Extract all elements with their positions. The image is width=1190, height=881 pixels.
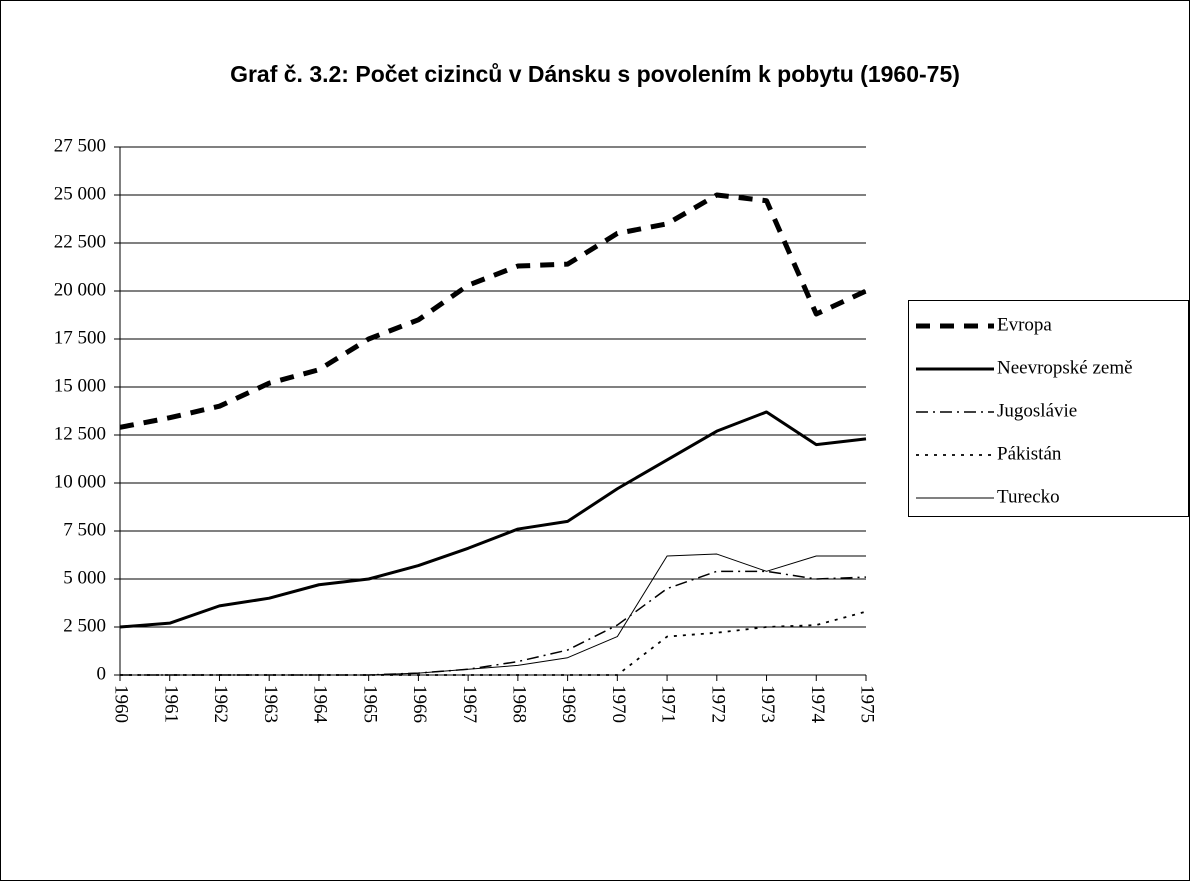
x-tick-label: 1967 [459,685,480,723]
legend-box [908,300,1189,517]
series-line [119,192,868,430]
x-tick-label: 1975 [857,685,878,723]
y-tick-label: 17 500 [54,327,106,348]
y-tick-label: 15 000 [54,375,106,396]
x-tick-label: 1961 [160,685,181,723]
y-tick-label: 7 500 [63,519,106,540]
legend-label: Neevropské země [997,357,1133,378]
y-tick-label: 5 000 [63,567,106,588]
x-tick-label: 1960 [111,685,132,723]
legend-label: Turecko [997,486,1060,507]
legend-label: Jugoslávie [997,400,1077,421]
chart-title: Graf č. 3.2: Počet cizinců v Dánsku s po… [230,61,960,87]
x-tick-label: 1964 [310,685,331,724]
y-tick-label: 12 500 [54,423,106,444]
x-tick-label: 1966 [409,685,430,723]
x-tick-label: 1970 [608,685,629,723]
x-tick-label: 1973 [757,685,778,723]
y-tick-label: 2 500 [63,615,106,636]
x-tick-label: 1968 [509,685,530,723]
x-tick-label: 1972 [707,685,728,723]
y-tick-label: 22 500 [54,231,106,252]
legend-label: Evropa [997,314,1052,335]
series-line [120,553,866,676]
x-tick-label: 1969 [558,685,579,723]
y-tick-label: 0 [97,663,107,684]
y-tick-label: 27 500 [54,135,106,156]
y-tick-label: 20 000 [54,279,106,300]
x-tick-label: 1965 [359,685,380,723]
x-tick-label: 1971 [658,685,679,723]
y-tick-label: 25 000 [54,183,106,204]
legend-label: Pákistán [997,443,1062,464]
y-tick-label: 10 000 [54,471,106,492]
x-tick-label: 1962 [210,685,231,723]
x-tick-label: 1963 [260,685,281,723]
series-line [119,410,867,629]
x-tick-label: 1974 [807,685,828,724]
